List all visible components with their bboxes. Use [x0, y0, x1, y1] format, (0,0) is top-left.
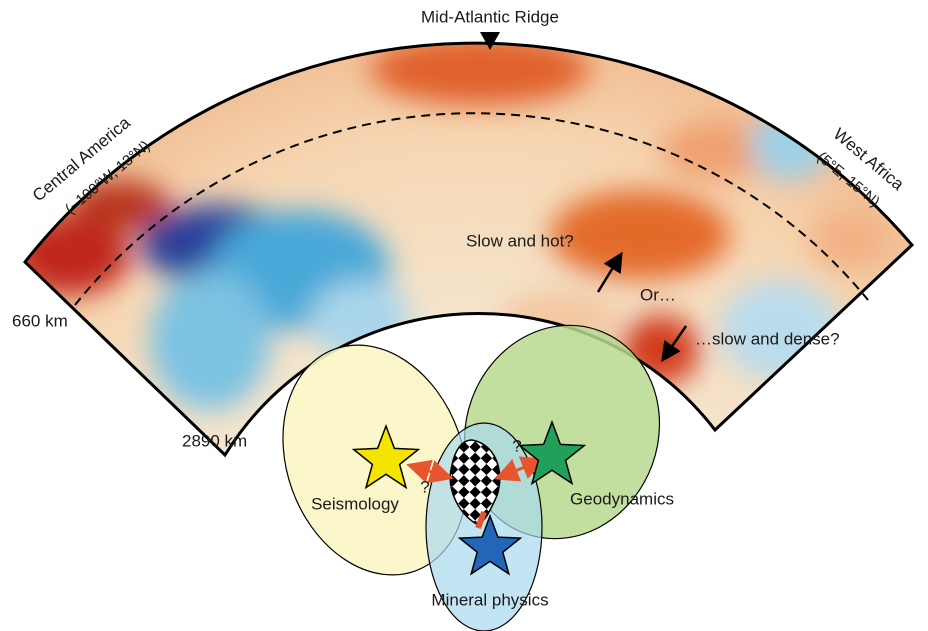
venn-label: Seismology	[311, 494, 399, 513]
figure: Mid-Atlantic Ridge Central America (−100…	[0, 0, 928, 631]
question-mark: ?	[512, 436, 521, 455]
depth-label: 2890 km	[182, 431, 247, 450]
annotation: Or…	[640, 285, 676, 304]
question-mark: ?	[420, 477, 429, 496]
ridge-label: Mid-Atlantic Ridge	[421, 7, 559, 26]
venn-label: Mineral physics	[431, 590, 548, 609]
annotation: Slow and hot?	[466, 231, 574, 250]
depth-label: 660 km	[12, 311, 68, 330]
annotation: …slow and dense?	[695, 329, 840, 348]
venn-label: Geodynamics	[570, 489, 674, 508]
